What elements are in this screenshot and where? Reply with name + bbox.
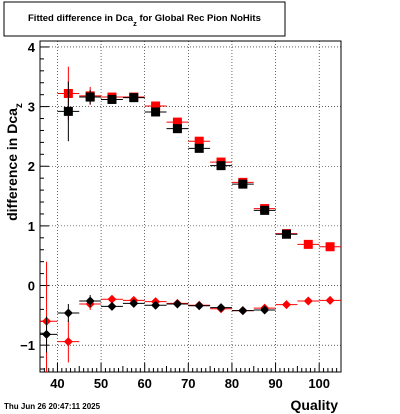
data-point-diamond <box>107 294 117 304</box>
y-tick-label: 2 <box>28 159 35 174</box>
data-point-square <box>151 107 161 117</box>
series-black-diamond <box>40 295 276 353</box>
data-point-square <box>216 161 226 171</box>
x-tick-label: 70 <box>181 376 195 391</box>
data-point-square <box>151 101 161 111</box>
chart-title: Fitted difference in Dcaz for Global Rec… <box>28 13 261 28</box>
chart-title-suffix: for Global Rec Pion NoHits <box>137 13 261 24</box>
data-point-square <box>129 93 139 103</box>
data-point-diamond <box>172 299 182 309</box>
data-point-square <box>194 136 204 146</box>
data-point-diamond <box>281 300 291 310</box>
data-point-diamond <box>63 308 73 318</box>
y-tick-label: −1 <box>20 338 35 353</box>
x-tick-label: 50 <box>94 376 108 391</box>
y-tick-label: 4 <box>28 40 36 55</box>
chart-title-main: Fitted difference in Dca <box>28 13 134 24</box>
data-point-square <box>172 124 182 134</box>
x-tick-label: 60 <box>137 376 151 391</box>
data-point-diamond <box>107 301 117 311</box>
data-point-diamond <box>151 300 161 310</box>
title-box <box>3 1 286 37</box>
x-tick-label: 40 <box>50 376 64 391</box>
y-axis-label-main: difference in Dca <box>4 108 20 221</box>
data-point-square <box>325 242 335 252</box>
series-red-diamond <box>40 261 341 372</box>
data-point-square <box>63 106 73 116</box>
y-tick-label: 3 <box>28 100 35 115</box>
grid-layer <box>40 41 341 372</box>
data-point-square <box>85 92 95 102</box>
data-point-square <box>107 94 117 104</box>
x-tick-label: 80 <box>225 376 239 391</box>
chart-title-subscript: z <box>133 19 137 28</box>
series-red-square <box>57 66 341 252</box>
data-point-diamond <box>129 298 139 308</box>
y-axis-label-subscript: z <box>14 103 25 108</box>
series-black-square <box>57 81 298 239</box>
date-stamp: Thu Jun 26 20:47:11 2025 <box>4 402 101 411</box>
axis-layer: 40 50 60 70 80 90 100 −1 0 1 2 3 4 <box>20 40 342 391</box>
data-point-diamond <box>303 296 313 306</box>
data-point-square <box>281 229 291 239</box>
data-point-square <box>238 179 248 189</box>
data-point-diamond <box>260 305 270 315</box>
x-tick-label: 90 <box>268 376 282 391</box>
y-axis-label: difference in Dcaz <box>4 103 25 221</box>
y-tick-label: 0 <box>28 279 35 294</box>
data-point-square <box>260 205 270 215</box>
data-point-square <box>172 117 182 127</box>
data-point-diamond <box>194 301 204 311</box>
data-point-diamond <box>42 329 52 339</box>
y-tick-label: 1 <box>28 219 35 234</box>
data-point-diamond <box>325 295 335 305</box>
marks-layer <box>40 66 341 372</box>
data-point-diamond <box>85 296 95 306</box>
data-point-diamond <box>216 303 226 313</box>
data-point-diamond <box>238 306 248 316</box>
data-point-diamond <box>63 337 73 347</box>
x-tick-label: 100 <box>308 376 330 391</box>
data-point-square <box>303 239 313 249</box>
plot-frame <box>39 40 342 373</box>
x-axis-label: Quality <box>291 397 339 413</box>
data-point-square <box>194 143 204 153</box>
